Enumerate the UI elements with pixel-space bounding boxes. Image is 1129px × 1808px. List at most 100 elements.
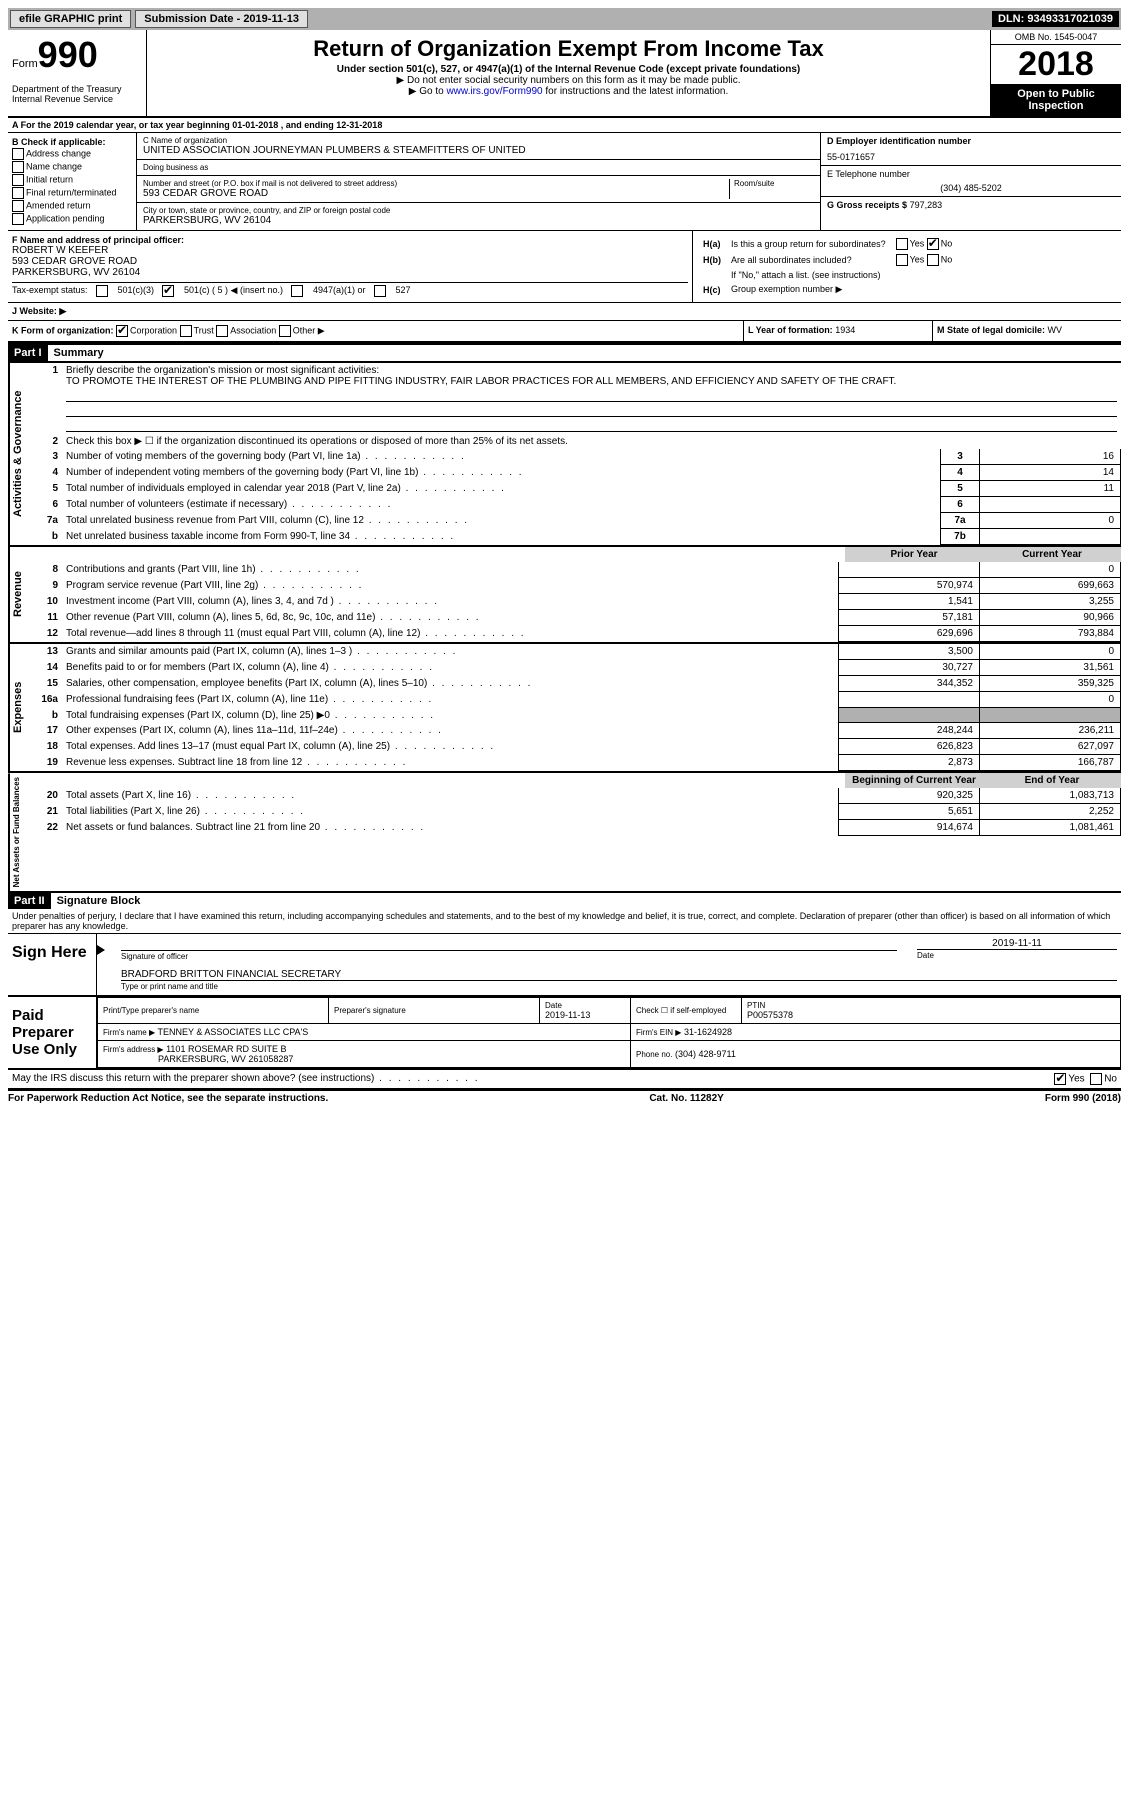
k-trust: Trust — [194, 325, 214, 335]
gov-label: Activities & Governance — [8, 363, 34, 545]
type-name-line: Type or print name and title — [121, 980, 1117, 991]
section-j: J Website: ▶ — [8, 303, 1121, 321]
section-l: L Year of formation: 1934 — [743, 321, 932, 341]
form-990: 990 — [38, 34, 98, 75]
form-title: Return of Organization Exempt From Incom… — [151, 36, 986, 62]
check-4947[interactable] — [291, 285, 303, 297]
discuss-yes[interactable] — [1054, 1073, 1066, 1085]
na-content: Beginning of Current Year End of Year 20… — [34, 773, 1121, 891]
check-501c3[interactable] — [96, 285, 108, 297]
prep-sig-lbl: Preparer's signature — [334, 1006, 534, 1015]
note2-pre: ▶ Go to — [409, 86, 447, 97]
prep-check[interactable]: Check ☐ if self-employed — [636, 1006, 736, 1015]
table-row: 10Investment income (Part VIII, column (… — [34, 594, 1121, 610]
na-label: Net Assets or Fund Balances — [8, 773, 34, 891]
date-line: Date — [917, 949, 1117, 960]
l-val: 1934 — [835, 325, 855, 335]
efile-button[interactable]: efile GRAPHIC print — [10, 10, 131, 28]
part1-title: Summary — [48, 345, 110, 361]
line1-lbl: Briefly describe the organization's miss… — [66, 365, 379, 376]
hb-yes[interactable] — [896, 254, 908, 266]
hb-text: Are all subordinates included? — [727, 253, 890, 267]
revenue-block: Revenue Prior Year Current Year 8Contrib… — [8, 545, 1121, 642]
dln-label: DLN: 93493317021039 — [992, 11, 1119, 27]
prior-year-hdr: Prior Year — [845, 547, 983, 562]
i-c5: 501(c) ( 5 ) ◀ (insert no.) — [184, 285, 283, 297]
k-corp: Corporation — [130, 325, 177, 335]
table-row: 5Total number of individuals employed in… — [34, 481, 1121, 497]
k-lbl: K Form of organization: — [12, 325, 114, 335]
note2-post: for instructions and the latest informat… — [543, 86, 729, 97]
mission-text: TO PROMOTE THE INTEREST OF THE PLUMBING … — [66, 376, 896, 387]
submission-date: Submission Date - 2019-11-13 — [135, 10, 308, 28]
table-row: 8Contributions and grants (Part VIII, li… — [34, 562, 1121, 578]
ptin-lbl: PTIN — [747, 1001, 1115, 1010]
table-row: 22Net assets or fund balances. Subtract … — [34, 820, 1121, 836]
section-m: M State of legal domicile: WV — [932, 321, 1121, 341]
open-public: Open to Public Inspection — [991, 84, 1121, 116]
penalties-text: Under penalties of perjury, I declare th… — [8, 909, 1121, 934]
firm-name: TENNEY & ASSOCIATES LLC CPA'S — [157, 1027, 308, 1037]
ptin-val: P00575378 — [747, 1010, 1115, 1020]
year-box: OMB No. 1545-0047 2018 Open to Public In… — [991, 30, 1121, 116]
gov-content: 1 Briefly describe the organization's mi… — [34, 363, 1121, 545]
ha-yes[interactable] — [896, 238, 908, 250]
check-527[interactable] — [374, 285, 386, 297]
check-initial[interactable]: Initial return — [12, 174, 132, 186]
end-year-hdr: End of Year — [983, 773, 1121, 788]
check-trust[interactable] — [180, 325, 192, 337]
irs-link[interactable]: www.irs.gov/Form990 — [446, 86, 542, 97]
check-corp[interactable] — [116, 325, 128, 337]
check-501c[interactable] — [162, 285, 174, 297]
form-number-box: Form990 Department of the Treasury Inter… — [8, 30, 147, 116]
rev-label: Revenue — [8, 547, 34, 642]
i-lbl: Tax-exempt status: — [12, 285, 88, 297]
i-c3: 501(c)(3) — [118, 285, 155, 297]
ha-no[interactable] — [927, 238, 939, 250]
part1-header-row: Part I Summary — [8, 343, 1121, 361]
right-info: D Employer identification number 55-0171… — [820, 133, 1121, 230]
table-row: bNet unrelated business taxable income f… — [34, 529, 1121, 545]
addr-lbl: Number and street (or P.O. box if mail i… — [143, 179, 729, 188]
ha-text: Is this a group return for subordinates? — [727, 237, 890, 251]
table-row: 18Total expenses. Add lines 13–17 (must … — [34, 739, 1121, 755]
table-row: 16aProfessional fundraising fees (Part I… — [34, 692, 1121, 708]
check-assoc[interactable] — [216, 325, 228, 337]
section-d: D Employer identification number 55-0171… — [821, 133, 1121, 166]
section-c: C Name of organization UNITED ASSOCIATIO… — [137, 133, 820, 230]
paid-prep-label: Paid Preparer Use Only — [8, 997, 97, 1068]
f-h-row: F Name and address of principal officer:… — [8, 231, 1121, 303]
check-final[interactable]: Final return/terminated — [12, 187, 132, 199]
check-addr[interactable]: Address change — [12, 148, 132, 160]
table-row: 12Total revenue—add lines 8 through 11 (… — [34, 626, 1121, 642]
check-pending[interactable]: Application pending — [12, 213, 132, 225]
preparer-table: Print/Type preparer's name Preparer's si… — [97, 997, 1121, 1068]
part2-title: Signature Block — [51, 893, 147, 909]
check-name[interactable]: Name change — [12, 161, 132, 173]
hb-no[interactable] — [927, 254, 939, 266]
firm-ein-lbl: Firm's EIN ▶ — [636, 1028, 681, 1037]
k-l-m-row: K Form of organization: Corporation Trus… — [8, 321, 1121, 343]
tax-year: 2018 — [991, 45, 1121, 84]
check-amended[interactable]: Amended return — [12, 200, 132, 212]
section-a: A For the 2019 calendar year, or tax yea… — [8, 118, 1121, 133]
dba-cell: Doing business as — [137, 160, 820, 176]
check-other[interactable] — [279, 325, 291, 337]
footer: For Paperwork Reduction Act Notice, see … — [8, 1090, 1121, 1104]
info-grid: B Check if applicable: Address change Na… — [8, 133, 1121, 231]
prep-date-lbl: Date — [545, 1001, 625, 1010]
table-row: bTotal fundraising expenses (Part IX, co… — [34, 708, 1121, 723]
prep-phone-lbl: Phone no. — [636, 1050, 672, 1059]
form-word: Form — [12, 58, 38, 70]
table-row: 19Revenue less expenses. Subtract line 1… — [34, 755, 1121, 771]
ein-val: 55-0171657 — [827, 146, 1115, 162]
k-assoc: Association — [230, 325, 276, 335]
org-name-cell: C Name of organization UNITED ASSOCIATIO… — [137, 133, 820, 160]
b-title: B Check if applicable: — [12, 137, 132, 147]
footer-right: Form 990 (2018) — [1045, 1093, 1121, 1104]
discuss-text: May the IRS discuss this return with the… — [12, 1073, 480, 1085]
city-lbl: City or town, state or province, country… — [143, 206, 814, 215]
top-bar: efile GRAPHIC print Submission Date - 20… — [8, 8, 1121, 30]
table-row: 4Number of independent voting members of… — [34, 465, 1121, 481]
discuss-no[interactable] — [1090, 1073, 1102, 1085]
